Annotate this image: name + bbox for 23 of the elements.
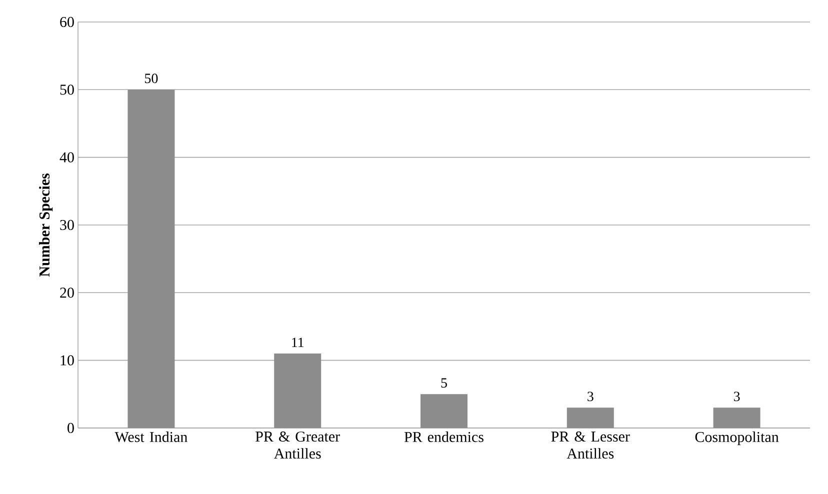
x-tick-label: West Indian <box>114 432 188 442</box>
data-label: 3 <box>588 392 594 402</box>
data-label: 3 <box>734 392 740 402</box>
bar <box>713 408 760 428</box>
data-label: 11 <box>292 338 304 348</box>
y-tick-label: 40 <box>60 152 74 162</box>
bar <box>274 354 322 428</box>
x-tick-label: PR & Greater Antilles <box>256 432 340 459</box>
x-tick-label: Cosmopolitan <box>695 432 779 446</box>
y-tick-label: 30 <box>60 220 74 230</box>
data-label: 5 <box>441 378 447 388</box>
x-tick-label: PR endemics <box>404 432 484 442</box>
data-label: 50 <box>145 74 158 84</box>
y-tick-label: 10 <box>60 355 74 366</box>
bar <box>566 408 614 428</box>
y-tick-label: 20 <box>60 288 74 298</box>
x-tick-label: PR & Lesser Antilles <box>551 432 630 459</box>
y-axis-title: Number Species <box>39 173 53 277</box>
y-tick-label: 60 <box>60 16 74 28</box>
y-tick-label: 0 <box>68 422 74 434</box>
y-tick-label: 50 <box>60 84 74 95</box>
bar <box>128 90 175 428</box>
bar <box>420 394 468 428</box>
